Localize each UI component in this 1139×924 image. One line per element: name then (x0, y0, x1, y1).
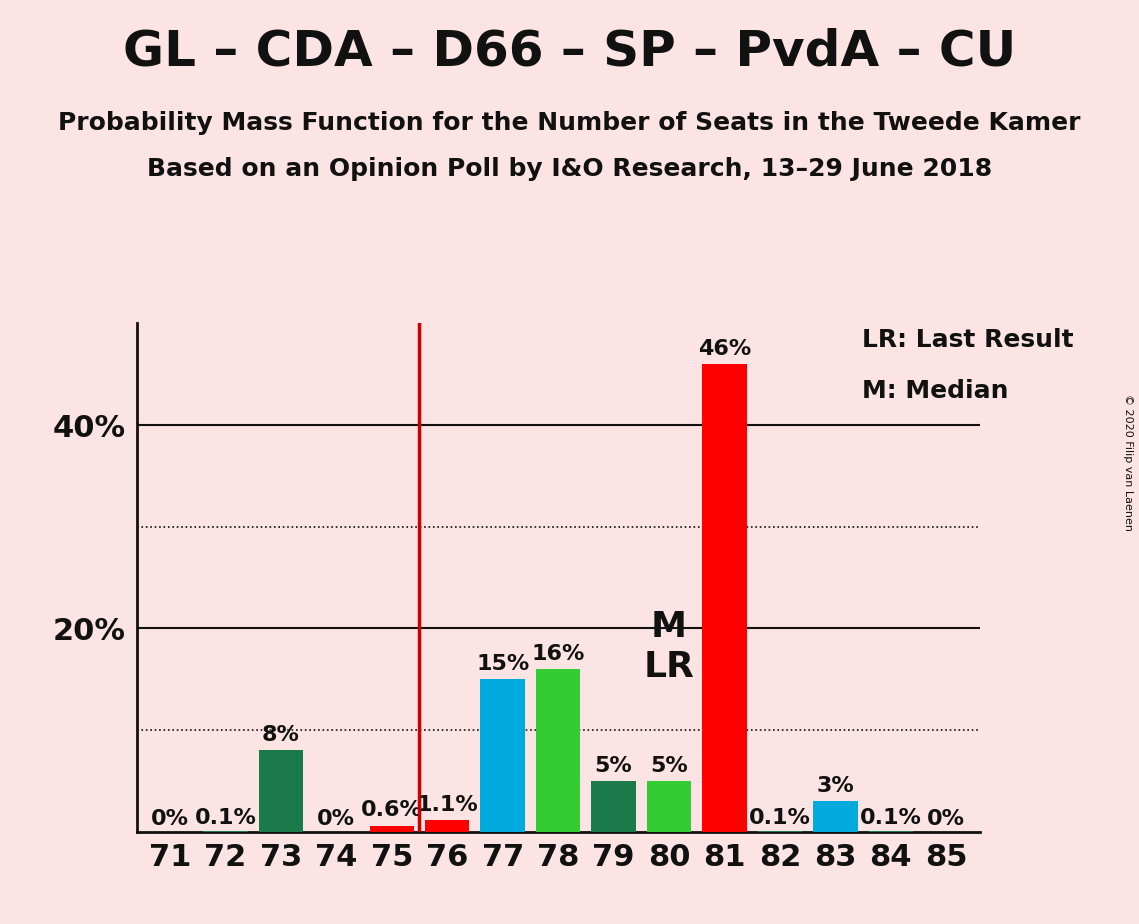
Text: 0%: 0% (318, 808, 355, 829)
Text: LR: LR (644, 650, 695, 684)
Bar (369, 825, 413, 832)
Text: LR: Last Result: LR: Last Result (861, 328, 1073, 352)
Bar (757, 831, 802, 832)
Bar (813, 801, 858, 832)
Text: 15%: 15% (476, 654, 530, 675)
Text: 46%: 46% (698, 339, 751, 359)
Text: 3%: 3% (817, 776, 854, 796)
Text: M: M (652, 610, 687, 643)
Text: 16%: 16% (532, 644, 584, 663)
Bar (259, 750, 303, 832)
Text: 0%: 0% (151, 808, 189, 829)
Bar (536, 669, 580, 832)
Bar (203, 831, 247, 832)
Bar (481, 679, 525, 832)
Text: 5%: 5% (595, 756, 632, 775)
Text: 0.1%: 0.1% (749, 808, 811, 828)
Bar (425, 821, 469, 832)
Text: GL – CDA – D66 – SP – PvdA – CU: GL – CDA – D66 – SP – PvdA – CU (123, 28, 1016, 76)
Text: 1.1%: 1.1% (417, 796, 478, 815)
Text: 0.1%: 0.1% (860, 808, 921, 828)
Text: 0.6%: 0.6% (361, 800, 423, 821)
Text: 5%: 5% (650, 756, 688, 775)
Text: 8%: 8% (262, 725, 300, 745)
Text: Based on an Opinion Poll by I&O Research, 13–29 June 2018: Based on an Opinion Poll by I&O Research… (147, 157, 992, 181)
Bar (591, 781, 636, 832)
Text: Probability Mass Function for the Number of Seats in the Tweede Kamer: Probability Mass Function for the Number… (58, 111, 1081, 135)
Text: 0.1%: 0.1% (195, 808, 256, 828)
Text: 0%: 0% (927, 808, 965, 829)
Bar (647, 781, 691, 832)
Bar (703, 364, 747, 832)
Text: M: Median: M: Median (861, 379, 1008, 403)
Text: © 2020 Filip van Laenen: © 2020 Filip van Laenen (1123, 394, 1133, 530)
Bar (869, 831, 913, 832)
